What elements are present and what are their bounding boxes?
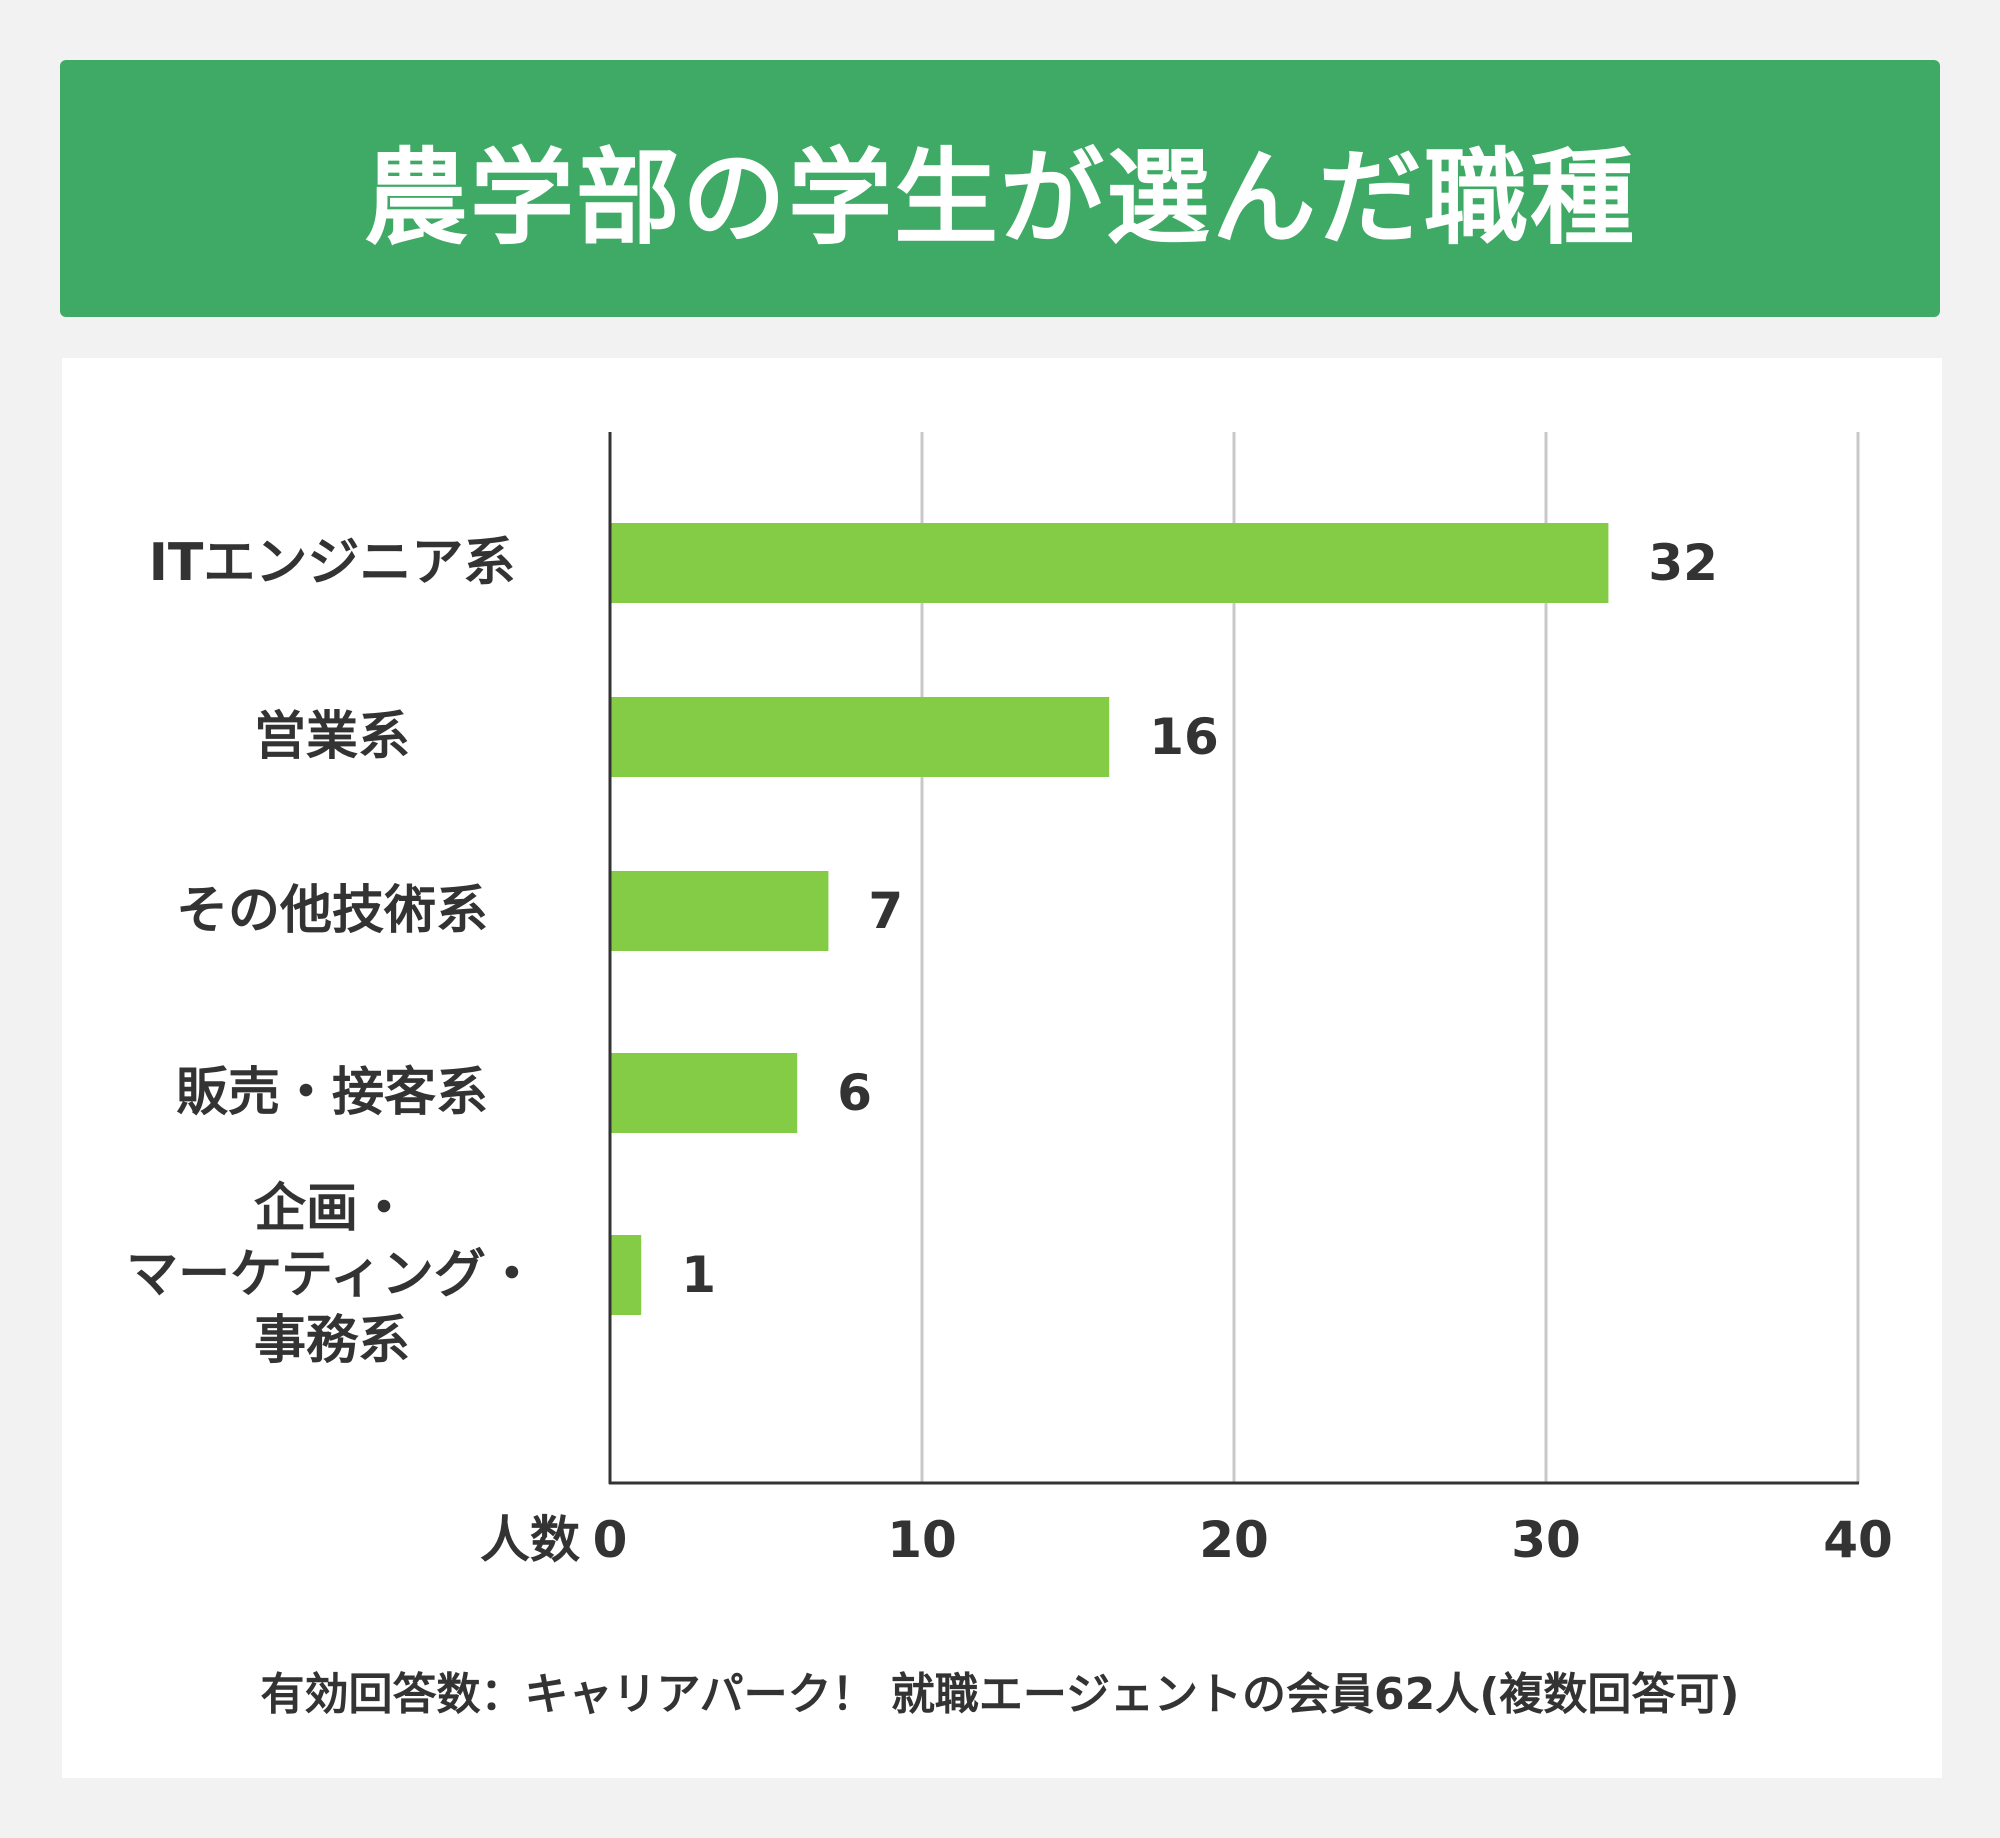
bar	[610, 871, 829, 951]
data-label: 6	[837, 1064, 872, 1122]
bar	[610, 1235, 642, 1315]
bar	[610, 697, 1110, 777]
category-label: 企画・	[254, 1179, 410, 1239]
chart-title: 農学部の学生が選んだ職種	[363, 137, 1636, 259]
data-label: 7	[868, 882, 903, 940]
category-label: 販売・接客系	[176, 1063, 488, 1123]
category-label: その他技術系	[176, 881, 488, 941]
footnote: 有効回答数：キャリアパーク！ 就職エージェントの会員62人(複数回答可)	[260, 1669, 1740, 1720]
category-label: マーケティング・	[126, 1245, 538, 1305]
x-tick-label: 0	[593, 1511, 628, 1569]
category-label: 事務系	[254, 1311, 410, 1371]
bar	[610, 523, 1609, 603]
data-label: 32	[1648, 534, 1718, 592]
title-banner: 農学部の学生が選んだ職種	[60, 60, 1940, 317]
data-label: 1	[681, 1246, 716, 1304]
x-tick-label: 30	[1511, 1511, 1581, 1569]
x-axis-label: 人数	[480, 1511, 580, 1569]
category-label: ITエンジニア系	[149, 533, 516, 593]
x-tick-label: 20	[1199, 1511, 1269, 1569]
bar	[610, 1053, 798, 1133]
x-tick-label: 40	[1823, 1511, 1893, 1569]
x-tick-label: 10	[887, 1511, 957, 1569]
category-label: 営業系	[254, 707, 410, 767]
data-label: 16	[1149, 708, 1219, 766]
